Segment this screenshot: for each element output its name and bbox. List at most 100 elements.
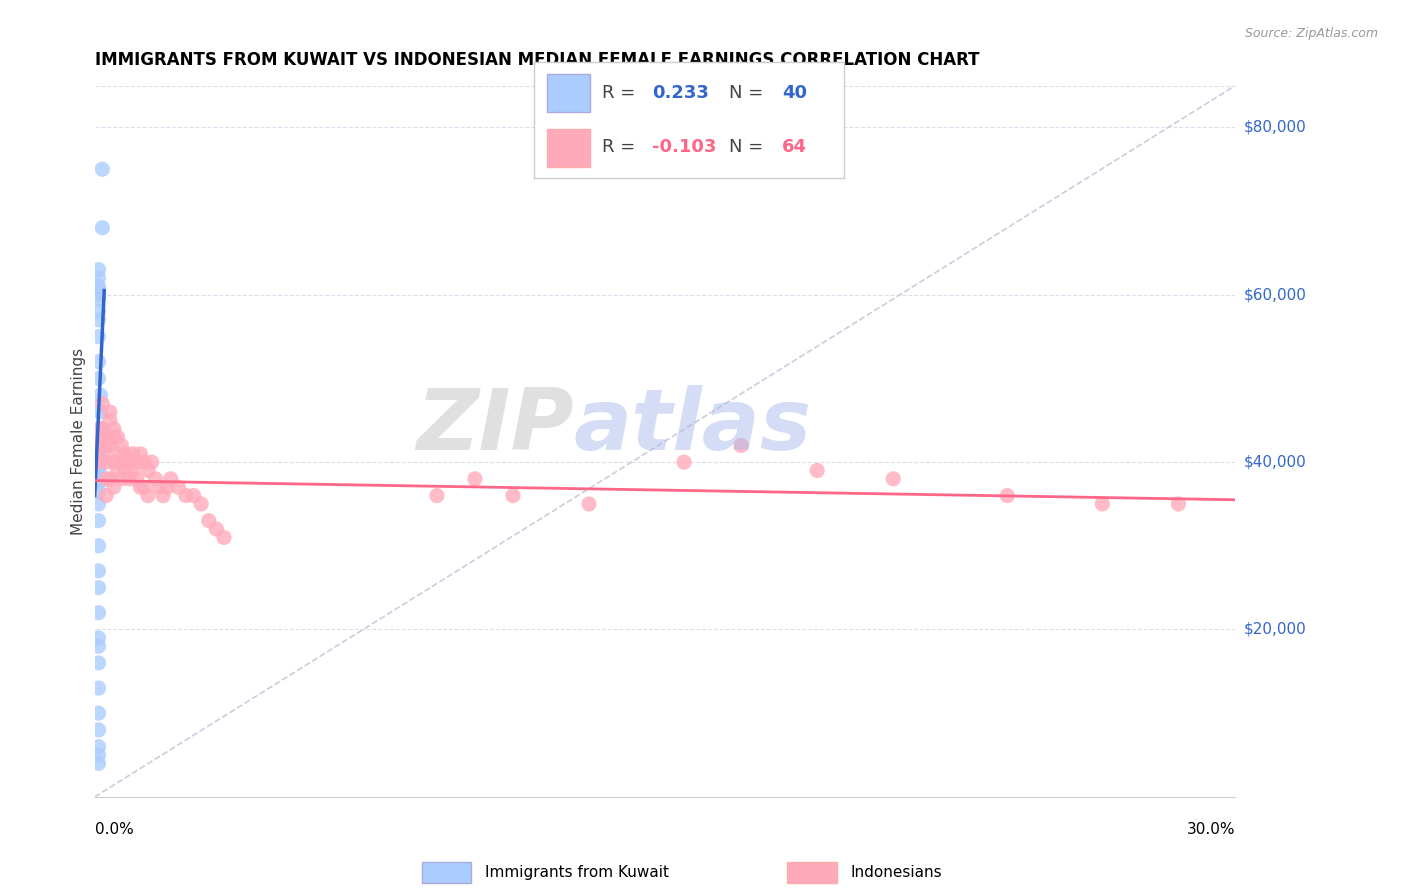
Point bbox=[156, 480, 179, 494]
Text: N =: N = bbox=[730, 84, 769, 102]
Point bbox=[87, 304, 110, 318]
Point bbox=[121, 447, 143, 461]
Point bbox=[190, 497, 212, 511]
Text: $40,000: $40,000 bbox=[1244, 455, 1306, 469]
Point bbox=[145, 472, 167, 486]
Text: 0.233: 0.233 bbox=[652, 84, 709, 102]
Text: atlas: atlas bbox=[574, 385, 811, 468]
Point bbox=[426, 489, 449, 503]
Point bbox=[205, 522, 228, 536]
Point bbox=[87, 313, 110, 327]
Point bbox=[87, 329, 110, 343]
Point bbox=[995, 489, 1018, 503]
Point bbox=[87, 463, 110, 477]
Point bbox=[91, 220, 114, 235]
Point bbox=[87, 564, 110, 578]
Point bbox=[87, 639, 110, 653]
Text: 0.0%: 0.0% bbox=[94, 822, 134, 837]
Point bbox=[87, 539, 110, 553]
Point bbox=[1091, 497, 1114, 511]
Point bbox=[87, 422, 110, 436]
Point bbox=[103, 430, 125, 444]
Point bbox=[806, 463, 828, 477]
Point bbox=[87, 371, 110, 385]
Point bbox=[87, 447, 110, 461]
Point bbox=[129, 447, 152, 461]
Point bbox=[87, 723, 110, 737]
Point bbox=[91, 422, 114, 436]
Text: Immigrants from Kuwait: Immigrants from Kuwait bbox=[485, 865, 669, 880]
Point bbox=[87, 739, 110, 754]
Point bbox=[87, 484, 110, 499]
Y-axis label: Median Female Earnings: Median Female Earnings bbox=[72, 348, 86, 534]
Text: R =: R = bbox=[602, 84, 641, 102]
Point bbox=[110, 438, 132, 452]
Point bbox=[87, 287, 110, 301]
Point bbox=[87, 455, 110, 469]
Point bbox=[136, 463, 159, 477]
Text: $60,000: $60,000 bbox=[1244, 287, 1306, 302]
Point bbox=[87, 514, 110, 528]
Point bbox=[87, 459, 110, 474]
Point bbox=[87, 747, 110, 762]
Point bbox=[673, 455, 696, 469]
Point bbox=[110, 455, 132, 469]
Point bbox=[87, 476, 110, 491]
Point bbox=[167, 480, 190, 494]
Point bbox=[578, 497, 600, 511]
Point bbox=[107, 463, 129, 477]
Point bbox=[87, 472, 110, 486]
Point bbox=[502, 489, 524, 503]
Point bbox=[103, 480, 125, 494]
Point bbox=[103, 422, 125, 436]
Point bbox=[212, 530, 235, 544]
Point bbox=[87, 284, 110, 298]
Point bbox=[94, 455, 117, 469]
Text: ZIP: ZIP bbox=[416, 385, 574, 468]
Text: 30.0%: 30.0% bbox=[1187, 822, 1236, 837]
Text: IMMIGRANTS FROM KUWAIT VS INDONESIAN MEDIAN FEMALE EARNINGS CORRELATION CHART: IMMIGRANTS FROM KUWAIT VS INDONESIAN MED… bbox=[94, 51, 979, 69]
Point bbox=[121, 463, 143, 477]
Point bbox=[89, 405, 111, 419]
Point bbox=[91, 430, 114, 444]
Text: Indonesians: Indonesians bbox=[851, 865, 942, 880]
Point bbox=[91, 422, 114, 436]
Point bbox=[87, 438, 110, 452]
Point bbox=[136, 489, 159, 503]
Point bbox=[87, 292, 110, 306]
Point bbox=[87, 656, 110, 670]
Text: Source: ZipAtlas.com: Source: ZipAtlas.com bbox=[1244, 27, 1378, 40]
Point bbox=[87, 706, 110, 721]
Point bbox=[87, 497, 110, 511]
Point bbox=[114, 447, 136, 461]
Point bbox=[87, 354, 110, 368]
Point bbox=[148, 480, 170, 494]
Point bbox=[98, 413, 121, 427]
Text: -0.103: -0.103 bbox=[652, 138, 716, 156]
Point bbox=[98, 472, 121, 486]
Point bbox=[87, 438, 110, 452]
Point bbox=[87, 271, 110, 285]
Point bbox=[94, 430, 117, 444]
Point bbox=[152, 489, 174, 503]
Point bbox=[87, 262, 110, 277]
Point bbox=[118, 455, 141, 469]
Point bbox=[107, 447, 129, 461]
Point bbox=[125, 455, 148, 469]
Point bbox=[141, 455, 163, 469]
Point bbox=[91, 430, 114, 444]
Text: R =: R = bbox=[602, 138, 641, 156]
Point bbox=[87, 455, 110, 469]
Text: N =: N = bbox=[730, 138, 769, 156]
Point bbox=[197, 514, 219, 528]
Point bbox=[87, 581, 110, 595]
Point bbox=[87, 279, 110, 293]
Point bbox=[183, 489, 205, 503]
Point bbox=[114, 463, 136, 477]
Text: 64: 64 bbox=[782, 138, 807, 156]
Point bbox=[98, 405, 121, 419]
Point bbox=[129, 480, 152, 494]
Point bbox=[89, 388, 111, 402]
Point bbox=[159, 472, 181, 486]
Point bbox=[1167, 497, 1189, 511]
